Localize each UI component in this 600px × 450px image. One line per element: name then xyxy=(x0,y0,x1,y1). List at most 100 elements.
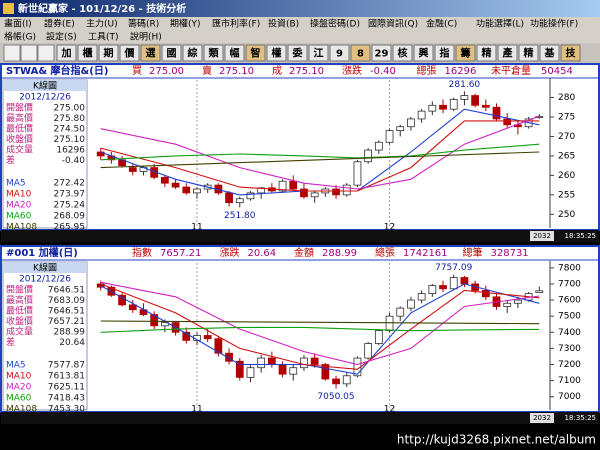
toolbar-label[interactable]: 類 xyxy=(208,47,220,60)
menu-item[interactable]: 籌碼(R) xyxy=(128,18,159,30)
toolbar-label[interactable]: 綜 xyxy=(188,47,198,60)
toolbar-label[interactable]: 選 xyxy=(146,47,156,60)
toolbar-label[interactable]: 精 xyxy=(524,47,534,60)
toolbar-button[interactable] xyxy=(287,44,308,62)
tool-icon[interactable] xyxy=(37,44,55,62)
toolbar-button[interactable] xyxy=(413,44,434,62)
toolbar-button[interactable] xyxy=(371,44,392,62)
ma-label: MA10 xyxy=(6,372,32,382)
toolbar-button[interactable] xyxy=(497,44,518,62)
ma-label: MA108 xyxy=(6,405,37,415)
toolbar-label[interactable]: 委 xyxy=(292,47,304,60)
candle-body xyxy=(535,290,544,293)
candle-body xyxy=(278,180,287,192)
toolbar-label[interactable]: 江 xyxy=(314,47,324,60)
toolbar-label[interactable]: 幅 xyxy=(230,47,240,60)
menu-item[interactable]: 功能選擇(L) xyxy=(476,18,524,30)
toolbar-label[interactable]: 籌 xyxy=(461,47,471,60)
y-tick-label: 7300 xyxy=(558,344,581,354)
tool-icon[interactable] xyxy=(3,44,21,62)
toolbar-button[interactable] xyxy=(350,44,371,62)
toolbar-label[interactable]: 價 xyxy=(124,47,136,60)
toolbar-button[interactable] xyxy=(539,44,560,62)
header-label: 漲跌 xyxy=(342,64,362,77)
toolbar-button[interactable] xyxy=(329,44,350,62)
toolbar-button[interactable] xyxy=(560,44,581,62)
y-tick-label: 250 xyxy=(558,210,575,220)
info-label: 成交量 xyxy=(6,326,33,338)
toolbar-button[interactable] xyxy=(392,44,413,62)
toolbar-label[interactable]: 29 xyxy=(375,49,389,60)
toolbar-label[interactable]: 技 xyxy=(566,47,577,60)
candle-body xyxy=(407,118,415,128)
toolbar-button[interactable] xyxy=(56,44,77,62)
menu-item[interactable]: 格帳(G) xyxy=(4,31,36,43)
info-date: 2012/12/26 xyxy=(19,93,71,103)
toolbar-button[interactable] xyxy=(224,44,245,62)
toolbar-label[interactable]: 9 xyxy=(336,49,343,60)
ma-value: 272.42 xyxy=(54,179,86,189)
toolbar-button[interactable] xyxy=(119,44,140,62)
header-value: 1742161 xyxy=(403,248,448,259)
extreme-label: 281.60 xyxy=(449,80,481,90)
toolbar-button[interactable] xyxy=(308,44,329,62)
menu-item[interactable]: 金融(C) xyxy=(426,18,457,30)
toolbar-button[interactable] xyxy=(434,44,455,62)
menu-item[interactable]: 主力(U) xyxy=(86,18,118,30)
toolbar-button[interactable] xyxy=(203,44,224,62)
menu-item[interactable]: 國際資訊(Q) xyxy=(368,18,418,30)
menu-item[interactable]: 證券(E) xyxy=(44,18,75,30)
menu-item[interactable]: 工具(T) xyxy=(88,32,119,43)
menu-item[interactable]: 功能操作(F) xyxy=(530,18,578,30)
candle-body xyxy=(225,192,233,204)
candle-body xyxy=(161,176,169,184)
toolbar-label[interactable]: 期 xyxy=(104,47,114,60)
toolbar-label[interactable]: 櫃 xyxy=(83,47,93,60)
toolbar-label[interactable]: 權 xyxy=(272,47,282,60)
menu-item[interactable]: 匯市利率(F) xyxy=(212,18,260,30)
toolbar-label[interactable]: 產 xyxy=(502,47,513,60)
candle-body xyxy=(182,331,191,341)
candle-body xyxy=(417,293,426,301)
toolbar-label[interactable]: 精 xyxy=(482,47,492,60)
ma-value: 275.24 xyxy=(54,201,86,211)
toolbar-button[interactable] xyxy=(266,44,287,62)
info-label: 差 xyxy=(6,336,15,348)
toolbar-button[interactable] xyxy=(455,44,476,62)
toolbar-button[interactable] xyxy=(245,44,266,62)
toolbar-label[interactable]: 基 xyxy=(544,47,556,60)
header-value: 288.99 xyxy=(322,248,357,259)
info-value: 7646.51 xyxy=(48,286,85,296)
toolbar-button[interactable] xyxy=(161,44,182,62)
info-label: 收盤價 xyxy=(6,133,33,145)
toolbar-label[interactable]: 加 xyxy=(61,47,72,60)
menu-item[interactable]: 操盤密碼(D) xyxy=(310,18,360,30)
candle-body xyxy=(428,285,437,295)
footer-bg xyxy=(0,424,600,450)
toolbar-label[interactable]: 國 xyxy=(167,48,177,60)
ma-value: 273.97 xyxy=(54,190,86,200)
info-label: 開盤價 xyxy=(6,284,33,296)
toolbar-button[interactable] xyxy=(476,44,497,62)
toolbar-label[interactable]: 核 xyxy=(398,47,408,60)
menu-item[interactable]: 說明(H) xyxy=(130,31,162,43)
header-label: 漲跌 xyxy=(220,246,240,259)
menu-item[interactable]: 設定(S) xyxy=(46,31,77,43)
toolbar-button[interactable] xyxy=(98,44,119,62)
panel-name: STWA& 摩台指&(日) xyxy=(6,64,108,77)
toolbar-label[interactable]: 興 xyxy=(419,47,429,60)
toolbar-button[interactable] xyxy=(518,44,539,62)
menu-item[interactable]: 畫面(I) xyxy=(4,18,32,30)
toolbar-button[interactable] xyxy=(182,44,203,62)
menu-item[interactable]: 期權(Y) xyxy=(170,18,201,30)
toolbar-label[interactable]: 8 xyxy=(357,49,364,60)
toolbar-button[interactable] xyxy=(77,44,98,62)
toolbar-label[interactable]: 智 xyxy=(251,47,261,60)
toolbar-label[interactable]: 指 xyxy=(440,47,450,60)
ma-line xyxy=(100,115,540,190)
toolbar-button[interactable] xyxy=(140,44,161,62)
tool-icon[interactable] xyxy=(20,44,38,62)
candle-body xyxy=(310,357,319,365)
status-box xyxy=(530,413,554,423)
menu-item[interactable]: 投資(B) xyxy=(268,18,299,30)
